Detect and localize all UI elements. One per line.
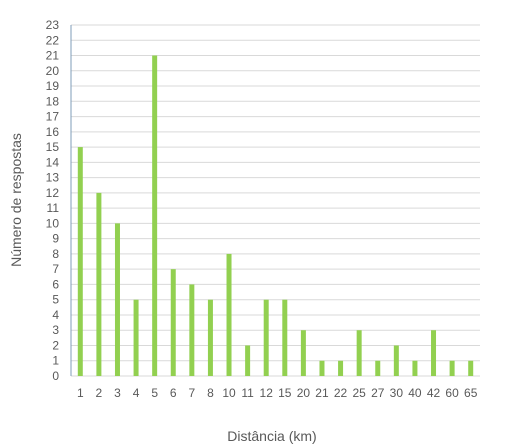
y-tick-label: 8 xyxy=(52,247,59,261)
y-tick-label: 3 xyxy=(52,323,59,337)
y-tick-label: 10 xyxy=(46,216,60,230)
bar xyxy=(319,360,325,376)
x-tick-labels: 1 2 3 4 5 6 7 8 10 11 12 15 20 21 22 25 27 30 40 42 60 65 xyxy=(77,386,478,400)
y-tick-label: 20 xyxy=(46,64,60,78)
bar xyxy=(152,55,158,377)
y-tick-label: 9 xyxy=(52,232,59,246)
bar xyxy=(133,299,139,376)
bar xyxy=(245,345,251,376)
x-axis-title: Distância (km) xyxy=(227,428,316,444)
bar xyxy=(77,147,83,376)
bar xyxy=(338,360,344,376)
x-tick-label: 4 xyxy=(133,386,140,400)
gridlines xyxy=(71,24,480,377)
bar xyxy=(375,360,381,376)
y-tick-label: 5 xyxy=(52,293,59,307)
x-tick-label: 20 xyxy=(297,386,311,400)
bar xyxy=(96,192,102,376)
x-tick-label: 12 xyxy=(260,386,274,400)
y-tick-label: 22 xyxy=(46,33,60,47)
y-tick-label: 18 xyxy=(46,94,60,108)
y-tick-label: 2 xyxy=(52,338,59,352)
bar xyxy=(189,284,195,376)
y-tick-label: 11 xyxy=(47,201,60,215)
y-tick-label: 13 xyxy=(46,171,60,185)
bar xyxy=(114,223,120,376)
x-tick-label: 6 xyxy=(170,386,177,400)
bar xyxy=(393,345,399,376)
y-tick-label: 1 xyxy=(52,354,59,368)
bar xyxy=(412,360,418,376)
x-tick-label: 2 xyxy=(96,386,103,400)
y-tick-label: 12 xyxy=(46,186,60,200)
x-tick-label: 42 xyxy=(427,386,441,400)
x-tick-label: 65 xyxy=(464,386,478,400)
bar xyxy=(170,269,176,376)
y-tick-label: 15 xyxy=(46,140,60,154)
y-tick-label: 4 xyxy=(52,308,59,322)
x-tick-label: 27 xyxy=(371,386,385,400)
x-tick-label: 25 xyxy=(352,386,366,400)
y-tick-label: 19 xyxy=(46,79,60,93)
x-tick-label: 10 xyxy=(222,386,236,400)
y-axis-title: Número de respostas xyxy=(8,133,24,267)
x-tick-label: 7 xyxy=(188,386,195,400)
y-tick-label: 17 xyxy=(46,110,60,124)
x-tick-label: 5 xyxy=(151,386,158,400)
bars xyxy=(77,55,474,377)
x-tick-label: 15 xyxy=(278,386,292,400)
bar xyxy=(300,330,306,376)
y-tick-label: 16 xyxy=(46,125,60,139)
y-tick-label: 21 xyxy=(46,49,60,63)
x-tick-label: 40 xyxy=(408,386,422,400)
y-tick-label: 6 xyxy=(52,277,59,291)
y-tick-label: 14 xyxy=(46,155,60,169)
x-tick-label: 60 xyxy=(445,386,459,400)
bar xyxy=(263,299,269,376)
bar xyxy=(468,360,474,376)
x-tick-label: 3 xyxy=(114,386,121,400)
bar xyxy=(207,299,213,376)
x-tick-label: 21 xyxy=(315,386,329,400)
x-tick-label: 22 xyxy=(334,386,348,400)
x-tick-label: 30 xyxy=(390,386,404,400)
y-tick-label: 7 xyxy=(52,262,59,276)
x-tick-label: 11 xyxy=(241,386,254,400)
x-tick-label: 8 xyxy=(207,386,214,400)
bar xyxy=(226,253,232,376)
bar xyxy=(449,360,455,376)
y-tick-label: 0 xyxy=(52,369,59,383)
bar xyxy=(282,299,288,376)
bar xyxy=(431,330,437,376)
bar xyxy=(356,330,362,376)
x-tick-label: 1 xyxy=(77,386,84,400)
y-tick-label: 23 xyxy=(46,18,60,32)
